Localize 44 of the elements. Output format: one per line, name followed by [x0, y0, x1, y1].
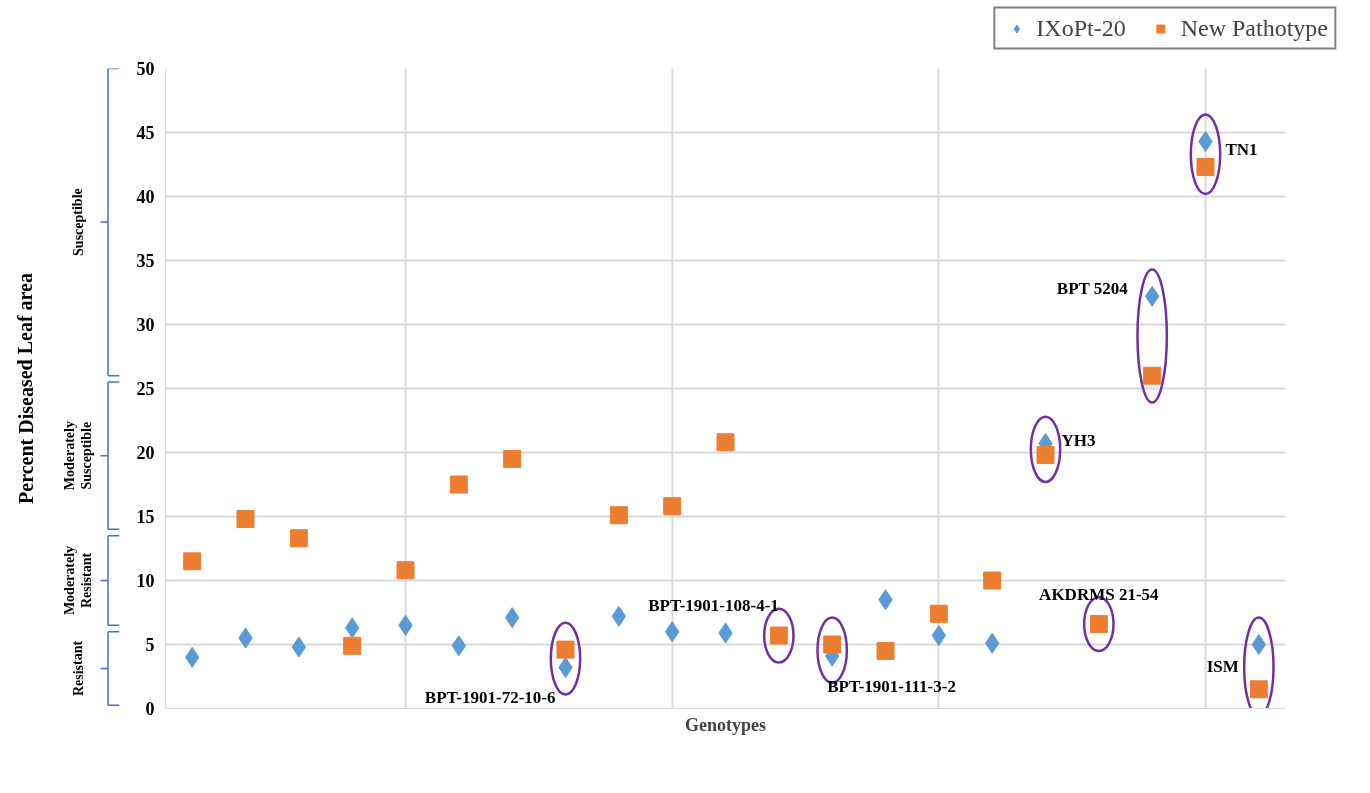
y-tick-label: 45	[136, 123, 155, 143]
point	[1196, 158, 1215, 177]
point	[929, 604, 948, 623]
point	[503, 449, 522, 468]
y-tick-label: 15	[136, 507, 155, 527]
point	[716, 433, 735, 452]
y-tick-label: 5	[145, 635, 155, 655]
point	[663, 497, 682, 516]
text: Moderately Susceptible	[62, 421, 94, 491]
point	[876, 641, 895, 660]
point	[1143, 366, 1162, 385]
point	[289, 529, 308, 548]
y-tick-label: 30	[136, 315, 155, 335]
y-tick-label: 10	[136, 571, 155, 591]
point	[396, 561, 415, 580]
point	[183, 552, 202, 571]
annotation: BPT-1901-108-4-1	[648, 596, 779, 616]
point	[1249, 680, 1268, 699]
annotation: BPT 5204	[1056, 278, 1129, 298]
point	[1251, 634, 1266, 655]
point	[983, 571, 1002, 590]
point	[236, 510, 255, 529]
annotation: AKDRMS 21-54	[1039, 584, 1160, 604]
text: Resistant	[70, 640, 86, 697]
annotation: BPT-1901-111-3-2	[827, 676, 956, 696]
y-tick-label: 50	[136, 59, 155, 79]
legend-label: IXoPt-20	[1036, 14, 1126, 42]
annotation: ISM	[1206, 657, 1239, 676]
y-tick-label: 0	[145, 699, 155, 719]
annotation: TN1	[1225, 139, 1258, 159]
x-axis-title: Genotypes	[685, 714, 766, 735]
point	[609, 506, 628, 525]
y-tick-label: 40	[136, 187, 155, 207]
point	[449, 475, 468, 494]
point	[343, 636, 362, 655]
annotation: YH3	[1061, 431, 1096, 451]
legend-label: New Pathotype	[1180, 14, 1328, 42]
text: Moderately Resistant	[62, 545, 94, 616]
annotation: BPT-1901-72-10-6	[424, 688, 556, 708]
y-tick-label: 35	[136, 251, 155, 271]
y-tick-label: 25	[136, 379, 155, 399]
y-axis-title: Percent Diseased Leaf area	[14, 273, 37, 504]
y-tick-label: 20	[136, 443, 155, 463]
text: Susceptible	[70, 188, 86, 256]
